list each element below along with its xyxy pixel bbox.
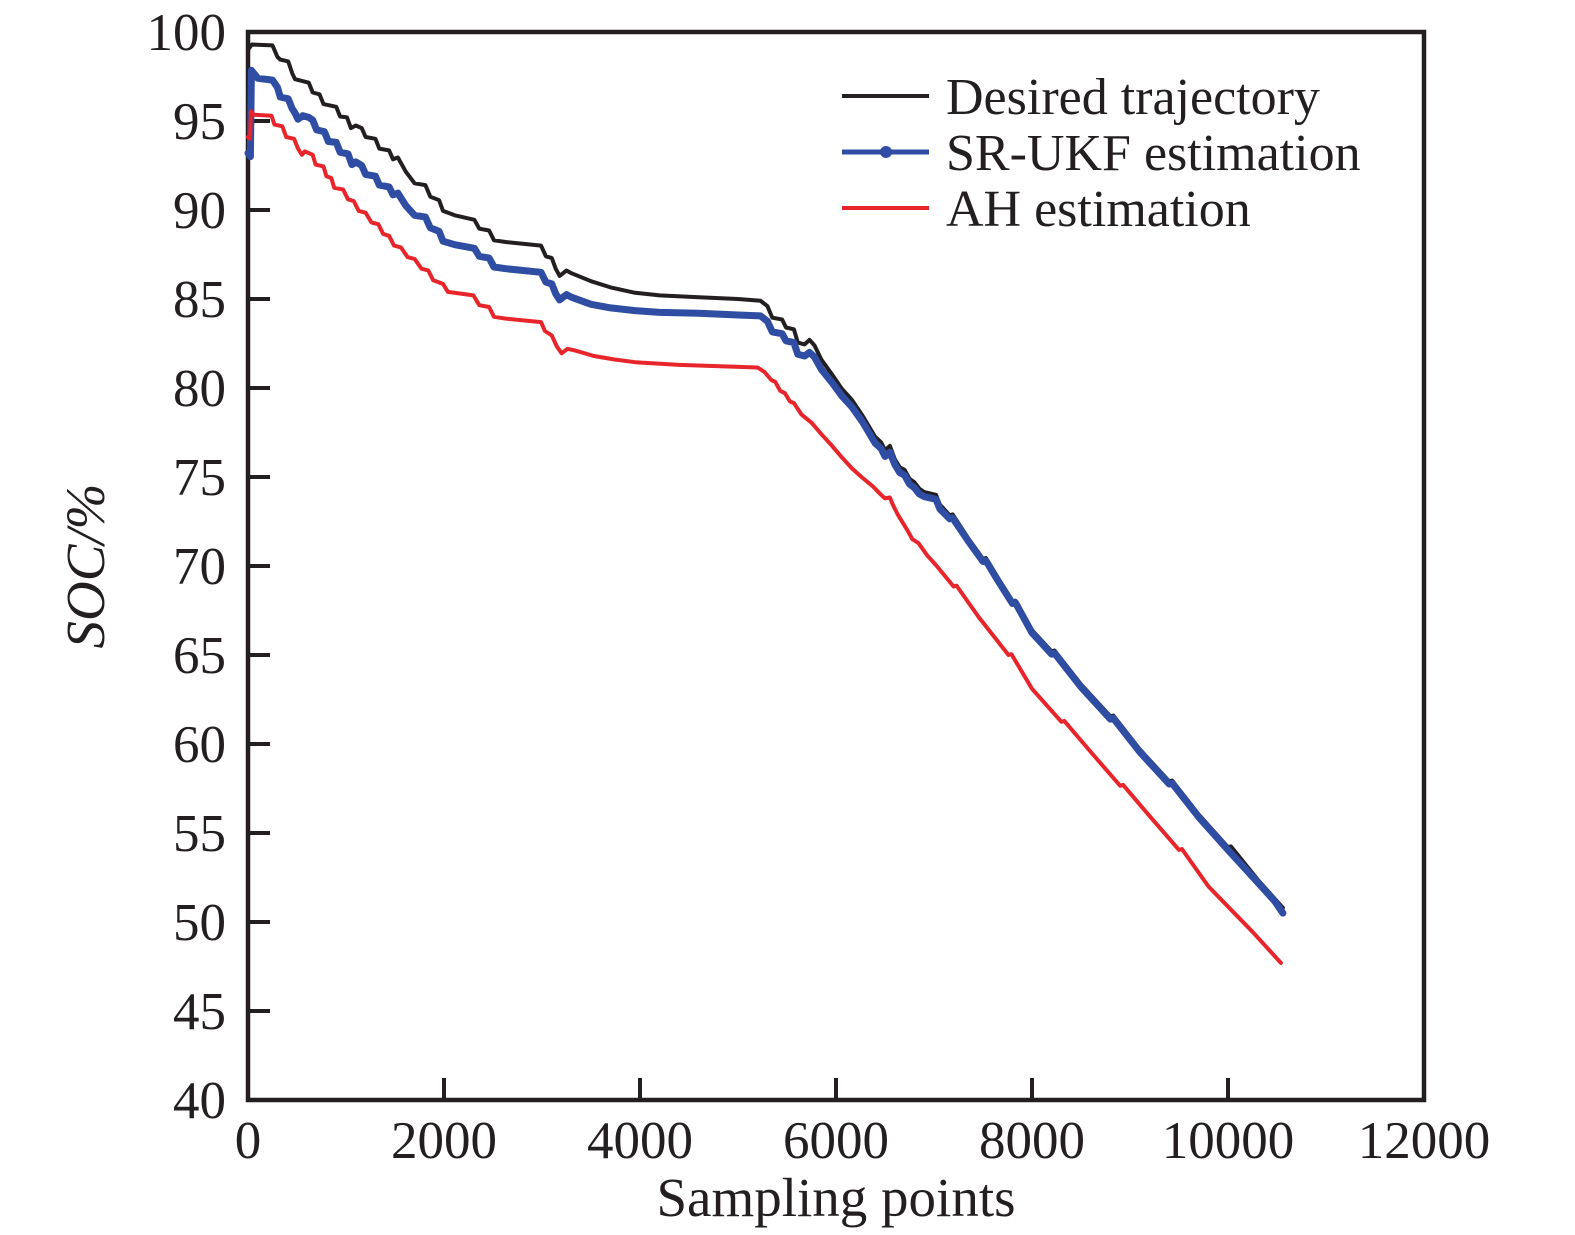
y-tick-label: 55 (173, 805, 226, 863)
x-axis-title: Sampling points (656, 1167, 1015, 1228)
series-line-ah-estimation (246, 109, 1283, 965)
y-axis-title: SOC/% (55, 484, 116, 649)
legend-label-sr-ukf-estimation: SR-UKF estimation (946, 125, 1361, 182)
y-tick-label: 65 (173, 627, 226, 685)
x-tick-label: 10000 (1162, 1112, 1295, 1170)
legend-label-desired-trajectory: Desired trajectory (946, 69, 1320, 126)
plot-frame-layer: 0 2000 4000 6000 8000 10000 12000 40 45 50 55 60 65 7… (147, 4, 1491, 1170)
legend-marker-sr-ukf-dot (880, 146, 892, 158)
x-tick-label: 2000 (391, 1112, 497, 1170)
x-tick-label: 12000 (1358, 1112, 1491, 1170)
x-tick-label: 6000 (783, 1112, 889, 1170)
y-tick-label: 75 (173, 449, 226, 507)
series-layer (244, 42, 1287, 965)
y-tick-label: 45 (173, 983, 226, 1041)
y-tick-label: 100 (147, 4, 227, 62)
x-tick-label: 4000 (587, 1112, 693, 1170)
legend-label-ah-estimation: AH estimation (946, 181, 1251, 238)
y-tick-label: 95 (173, 93, 226, 151)
series-line-sr-ukf-estimation (244, 66, 1287, 917)
y-tick-label: 90 (173, 182, 226, 240)
y-tick-label: 60 (173, 716, 226, 774)
y-tick-label: 70 (173, 538, 226, 596)
x-tick-label: 8000 (979, 1112, 1085, 1170)
legend: Desired trajectory SR-UKF estimation AH … (842, 69, 1361, 238)
y-tick-label: 80 (173, 360, 226, 418)
y-tick-label: 40 (173, 1072, 226, 1130)
y-tick-label: 50 (173, 894, 226, 952)
y-tick-label: 85 (173, 271, 226, 329)
x-tick-label: 0 (235, 1112, 262, 1170)
